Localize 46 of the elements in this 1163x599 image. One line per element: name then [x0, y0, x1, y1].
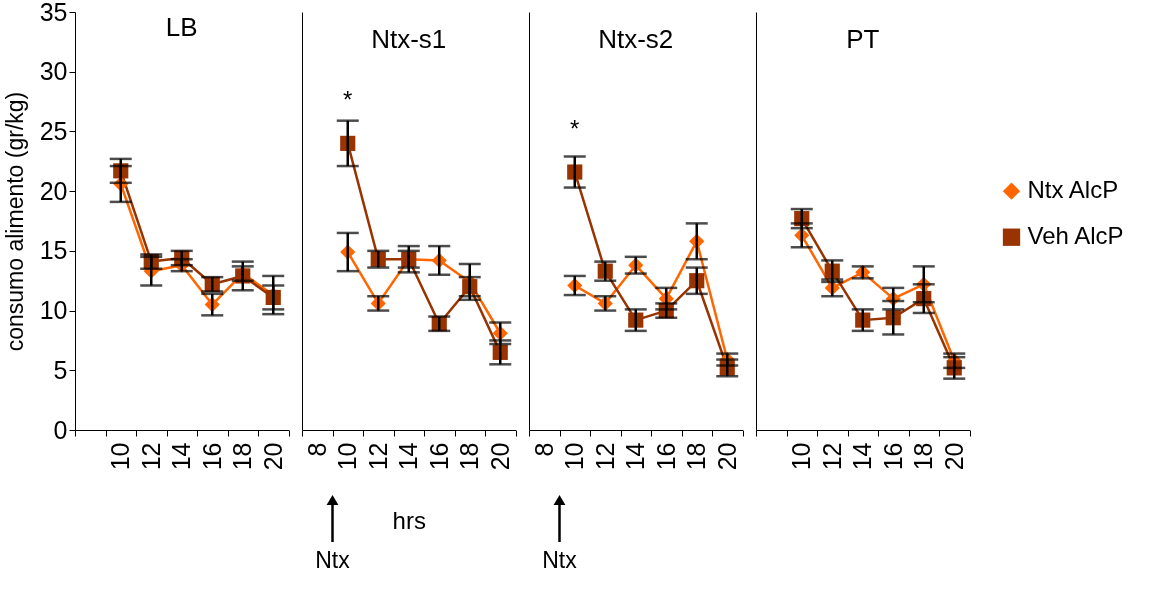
x-tick-label: 8 — [302, 442, 331, 457]
x-tick-label: 16 — [197, 442, 226, 471]
legend-label: Ntx AlcP — [1027, 176, 1119, 204]
annotation: * — [343, 86, 353, 114]
x-tick-label: 14 — [167, 442, 196, 471]
x-tick-label: 20 — [939, 442, 968, 471]
y-tick-label: 0 — [53, 415, 68, 444]
x-tick-label: 12 — [817, 442, 846, 471]
x-tick-label: 14 — [394, 442, 423, 471]
x-tick-label: 10 — [787, 442, 816, 471]
x-tick-label: 20 — [258, 442, 287, 471]
text: Ntx-s1 — [371, 24, 447, 54]
x-tick-label: 12 — [590, 442, 619, 471]
x-tick-label: 12 — [136, 442, 165, 471]
chart-title: LB — [165, 12, 198, 42]
x-tick-label: 18 — [682, 442, 711, 471]
x-tick-label: 18 — [455, 442, 484, 471]
y-tick-label: 25 — [39, 116, 68, 145]
y-tick-label: 20 — [39, 176, 68, 205]
y-tick-label: 30 — [39, 57, 68, 86]
x-tick-label: 18 — [909, 442, 938, 471]
legend-label: Veh AlcP — [1027, 222, 1124, 250]
x-tick-label: 10 — [106, 442, 135, 471]
x-tick-label: 20 — [485, 442, 514, 471]
x-tick-label: 16 — [878, 442, 907, 471]
x-tick-label: 16 — [651, 442, 680, 471]
text: Ntx — [315, 547, 351, 573]
x-tick-label: 12 — [363, 442, 392, 471]
text: Ntx — [542, 547, 578, 573]
x-tick-label: 18 — [228, 442, 257, 471]
y-tick-label: 5 — [53, 355, 68, 384]
x-tick-label: 14 — [848, 442, 877, 471]
x-axis-title: hrs — [392, 507, 426, 535]
y-axis-title: consumo alimento (gr/kg) — [1, 91, 28, 352]
x-tick-label: 14 — [621, 442, 650, 471]
text: PT — [846, 24, 880, 54]
annotation: * — [570, 115, 580, 143]
x-tick-label: 16 — [424, 442, 453, 471]
x-tick-label: 10 — [333, 442, 362, 471]
y-tick-label: 35 — [39, 0, 68, 26]
text: Ntx-s2 — [598, 24, 674, 54]
x-tick-label: 8 — [529, 442, 558, 457]
y-tick-label: 10 — [39, 296, 68, 325]
x-tick-label: 10 — [560, 442, 589, 471]
y-tick-label: 15 — [39, 236, 68, 265]
x-tick-label: 20 — [712, 442, 741, 471]
